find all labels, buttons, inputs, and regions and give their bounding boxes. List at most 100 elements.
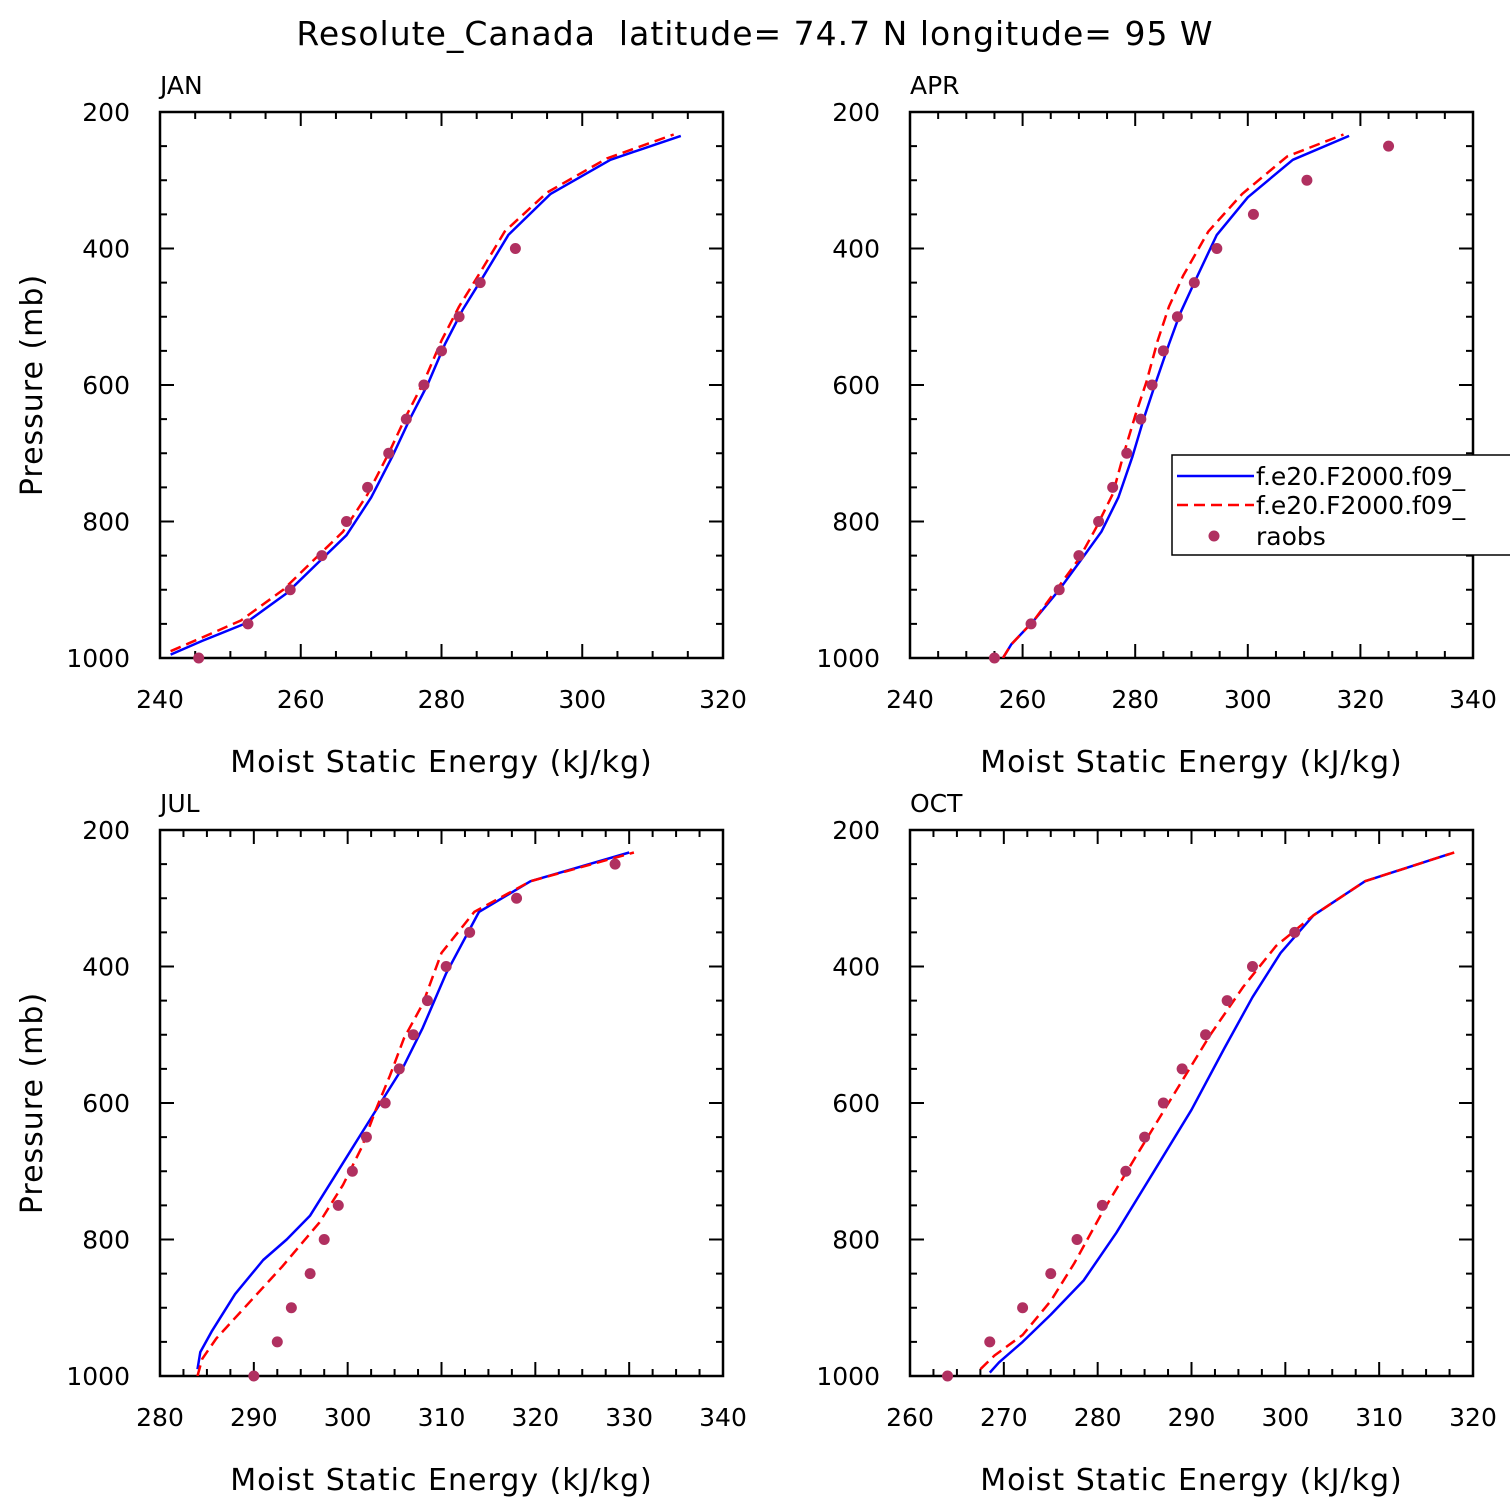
y-tick-label: 400 [82, 235, 130, 264]
x-tick-label: 320 [1449, 1403, 1497, 1432]
series-group [196, 851, 635, 1376]
plot-frame [908, 828, 1475, 1378]
series-line-solid [170, 134, 682, 656]
figure-title: Resolute_Canada latitude= 74.7 N longitu… [296, 14, 1213, 53]
y-tick-label: 200 [832, 98, 880, 127]
raobs-point [1025, 618, 1037, 630]
x-axis-label: Moist Static Energy (kJ/kg) [230, 745, 653, 780]
legend-label: f.e20.F2000.f09_ [1256, 462, 1466, 491]
x-tick-label: 320 [1337, 685, 1385, 714]
series-line-dashed [1001, 133, 1344, 658]
raobs-point [1045, 1268, 1057, 1280]
y-tick-label: 800 [82, 508, 130, 537]
legend-label: raobs [1256, 522, 1326, 551]
raobs-point [284, 584, 296, 596]
x-tick-label: 280 [136, 1403, 184, 1432]
raobs-point [318, 1234, 330, 1245]
raobs-point [609, 858, 621, 870]
x-tick-label: 300 [558, 685, 606, 714]
x-axis-label: Moist Static Energy (kJ/kg) [980, 1463, 1403, 1498]
plot-frame [158, 110, 725, 660]
x-tick-label: 330 [605, 1403, 653, 1432]
raobs-point [316, 550, 328, 562]
y-axis-label: Pressure (mb) [15, 274, 50, 496]
y-tick-label: 400 [832, 953, 880, 982]
raobs-point [393, 1063, 405, 1075]
y-tick-label: 600 [832, 1089, 880, 1118]
raobs-point [242, 618, 254, 630]
raobs-point [474, 277, 486, 289]
raobs-point [453, 311, 465, 323]
raobs-point [407, 1029, 419, 1041]
raobs-point [1096, 1199, 1108, 1211]
raobs-point [362, 481, 374, 493]
raobs-point [421, 995, 433, 1007]
raobs-point [509, 243, 521, 254]
raobs-point [193, 652, 205, 664]
series-line-solid [196, 851, 630, 1370]
raobs-point [1135, 413, 1147, 425]
y-tick-label: 600 [82, 371, 130, 400]
panel-label: APR [910, 71, 960, 100]
x-tick-label: 260 [277, 685, 325, 714]
plot-frame [908, 110, 1475, 660]
x-tick-label: 300 [1224, 685, 1272, 714]
y-tick-label: 800 [832, 1226, 880, 1255]
x-tick-label: 260 [886, 1403, 934, 1432]
raobs-point [1383, 140, 1395, 152]
raobs-point [1053, 584, 1065, 596]
x-tick-label: 240 [886, 685, 934, 714]
x-tick-label: 300 [1261, 1403, 1309, 1432]
raobs-point [248, 1370, 260, 1382]
raobs-point [1221, 995, 1233, 1007]
y-tick-label: 800 [82, 1226, 130, 1255]
raobs-point [1139, 1131, 1151, 1143]
raobs-point [1176, 1063, 1188, 1075]
y-tick-label: 1000 [66, 1362, 130, 1391]
y-tick-label: 200 [82, 816, 130, 845]
panel-jul: JUL 280 290 300 310 320 330 340 200 400 600 800 1000… [15, 789, 747, 1498]
panel-oct: OCT 260 270 280 290 300 310 320 200 400 600 800 1000… [816, 789, 1496, 1498]
x-tick-label: 240 [136, 685, 184, 714]
x-tick-label: 320 [511, 1403, 559, 1432]
raobs-point [440, 961, 452, 972]
raobs-point [1188, 277, 1200, 289]
panel-label: JAN [158, 71, 203, 100]
raobs-point [1071, 1234, 1083, 1245]
panels: JAN 240 260 280 300 320 200 400 600 800 1000 Moist … [15, 71, 1510, 1498]
raobs-point [436, 345, 447, 357]
raobs-point [418, 379, 430, 391]
raobs-point [1200, 1029, 1212, 1041]
panel-jan: JAN 240 260 280 300 320 200 400 600 800 1000 Moist … [15, 71, 747, 780]
y-tick-label: 600 [82, 1089, 130, 1118]
x-tick-label: 320 [699, 685, 747, 714]
raobs-point [383, 447, 395, 459]
series-line-dashed [196, 851, 635, 1376]
y-tick-label: 800 [832, 508, 880, 537]
x-tick-label: 310 [418, 1403, 466, 1432]
raobs-point [332, 1199, 344, 1211]
raobs-point [511, 892, 523, 904]
x-tick-label: 310 [1355, 1403, 1403, 1432]
y-tick-label: 200 [82, 98, 130, 127]
raobs-point [942, 1370, 954, 1382]
raobs-point [1073, 550, 1085, 562]
raobs-point [1211, 243, 1223, 254]
y-tick-label: 1000 [816, 1362, 880, 1391]
x-tick-label: 290 [230, 1403, 278, 1432]
raobs-point [1247, 208, 1259, 220]
raobs-point [1289, 926, 1301, 938]
x-tick-label: 280 [1074, 1403, 1122, 1432]
raobs-point [346, 1165, 358, 1177]
raobs-point [1017, 1302, 1029, 1314]
x-tick-label: 270 [980, 1403, 1028, 1432]
x-axis-label: Moist Static Energy (kJ/kg) [980, 745, 1403, 780]
panel-apr: APR 240 260 280 300 320 340 200 400 600 800 1000 Moi… [816, 71, 1510, 780]
series-group [979, 851, 1455, 1374]
raobs-point [271, 1336, 283, 1348]
x-tick-label: 280 [1111, 685, 1159, 714]
raobs-point [984, 1336, 996, 1348]
raobs-point [1121, 447, 1133, 459]
raobs-point [1107, 481, 1119, 493]
